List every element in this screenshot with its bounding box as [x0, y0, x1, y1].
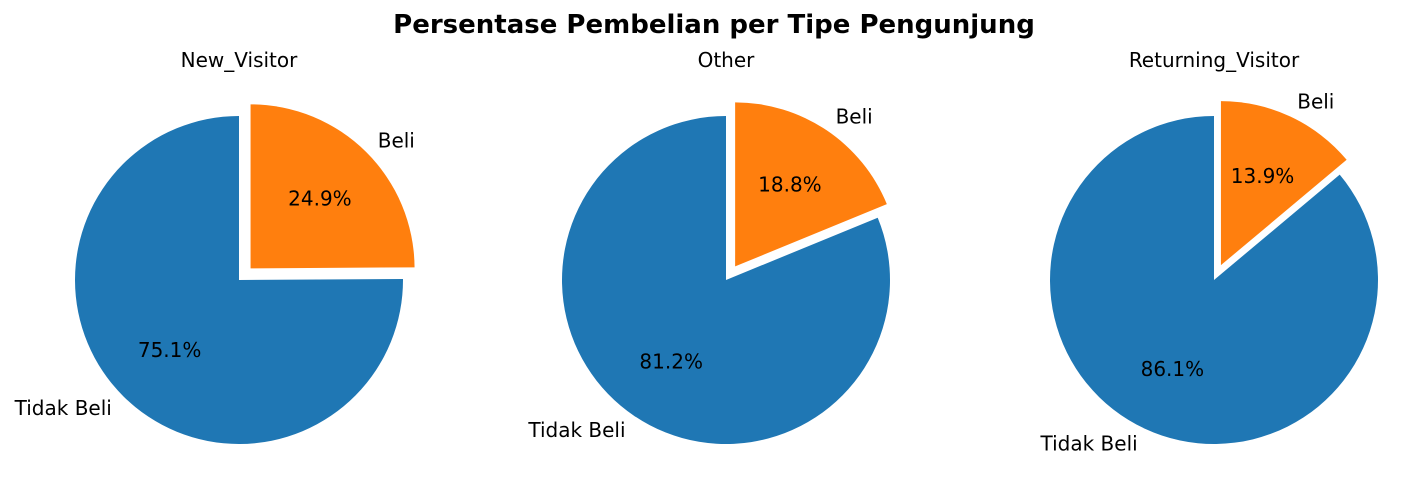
pie-slice-other-tidak-beli — [562, 115, 890, 444]
pie-returning-visitor: Returning_Visitor 13.9% Beli 86.1% Tidak Be… — [1040, 48, 1379, 455]
pie-slice-returning-visitor-tidak-beli — [1050, 115, 1379, 444]
pie-title-new-visitor: New_Visitor — [181, 48, 298, 72]
pie-slice-returning-visitor-beli — [1220, 101, 1347, 266]
pie-title-other: Other — [698, 48, 756, 72]
pct-label-other-tidak-beli: 81.2% — [639, 350, 703, 374]
slice-label-other-beli: Beli — [836, 105, 873, 129]
pct-label-new-visitor-beli: 24.9% — [288, 187, 352, 211]
pct-label-new-visitor-tidak-beli: 75.1% — [138, 338, 202, 362]
figure-title: Persentase Pembelian per Tipe Pengunjung — [393, 10, 1035, 40]
pct-label-returning-visitor-beli: 13.9% — [1231, 164, 1295, 188]
pie-slice-new-visitor-beli — [250, 104, 415, 269]
slice-label-returning-visitor-tidak-beli: Tidak Beli — [1040, 431, 1138, 455]
pct-label-returning-visitor-tidak-beli: 86.1% — [1141, 357, 1205, 381]
pie-title-returning-visitor: Returning_Visitor — [1129, 48, 1300, 72]
pie-new-visitor: New_Visitor 24.9% Beli 75.1% Tidak Beli — [14, 48, 415, 444]
slice-label-new-visitor-tidak-beli: Tidak Beli — [14, 396, 112, 420]
pie-slice-other-beli — [735, 102, 887, 267]
pie-slice-new-visitor-tidak-beli — [74, 116, 403, 444]
slice-label-returning-visitor-beli: Beli — [1297, 90, 1334, 114]
slice-label-other-tidak-beli: Tidak Beli — [527, 418, 625, 442]
slice-label-new-visitor-beli: Beli — [378, 128, 415, 152]
pie-other: Other 18.8% Beli 81.2% Tidak Beli — [527, 48, 890, 444]
pct-label-other-beli: 18.8% — [758, 173, 822, 197]
